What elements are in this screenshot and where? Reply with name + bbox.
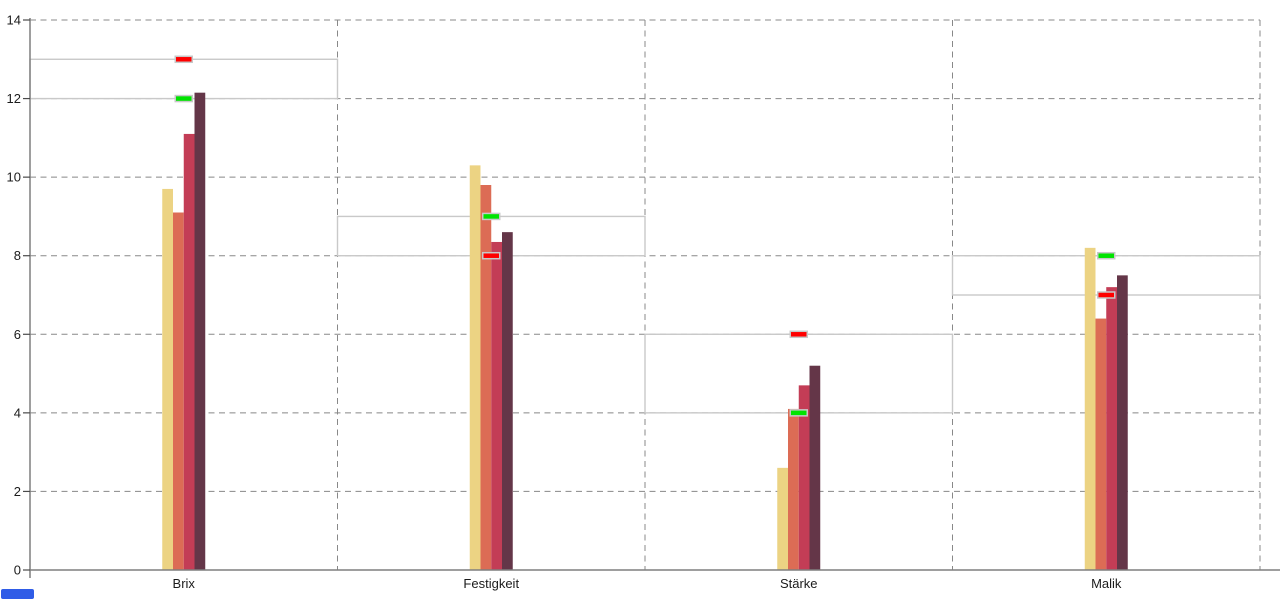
bar-malik-series2 [1095,318,1107,570]
bar-stärke-series4 [809,365,821,570]
y-tick-label: 14 [7,13,21,28]
bottom-left-blue-marker [1,589,34,599]
y-tick-label: 0 [14,563,21,578]
target-marker-red-festigkeit [482,251,501,260]
bar-malik-series4 [1117,275,1128,570]
target-marker-green-stärke [789,409,808,417]
target-marker-green-malik [1097,251,1116,260]
y-tick-label: 4 [14,405,21,420]
x-category-label-malik: Malik [1091,576,1122,591]
y-tick-label: 12 [7,91,21,106]
bar-stärke-series2 [788,408,799,570]
bar-festigkeit-series4 [502,232,513,570]
bar-malik-series3 [1106,287,1117,570]
bar-brix-series3 [183,133,195,570]
target-marker-green-festigkeit [482,212,501,221]
bar-brix-series2 [173,212,184,570]
target-marker-red-brix [174,55,193,64]
bar-stärke-series1 [777,467,788,570]
y-tick-label: 2 [14,484,21,499]
target-range-box-brix [29,58,339,100]
x-category-label-brix: Brix [173,576,196,591]
bar-malik-series1 [1084,247,1096,570]
target-marker-red-stärke [789,330,808,339]
bar-festigkeit-series1 [469,165,481,570]
y-tick-label: 10 [7,170,21,185]
bar-brix-series4 [194,92,206,570]
target-marker-green-brix [174,94,193,103]
bar-stärke-series3 [798,385,810,570]
bar-festigkeit-series3 [491,241,502,570]
x-category-label-festigkeit: Festigkeit [463,576,519,591]
y-tick-label: 6 [14,327,21,342]
x-category-label-stärke: Stärke [780,576,818,591]
bar-brix-series1 [162,188,173,570]
bar-festigkeit-series2 [480,185,492,570]
target-marker-red-malik [1097,291,1116,299]
y-tick-label: 8 [14,248,21,263]
